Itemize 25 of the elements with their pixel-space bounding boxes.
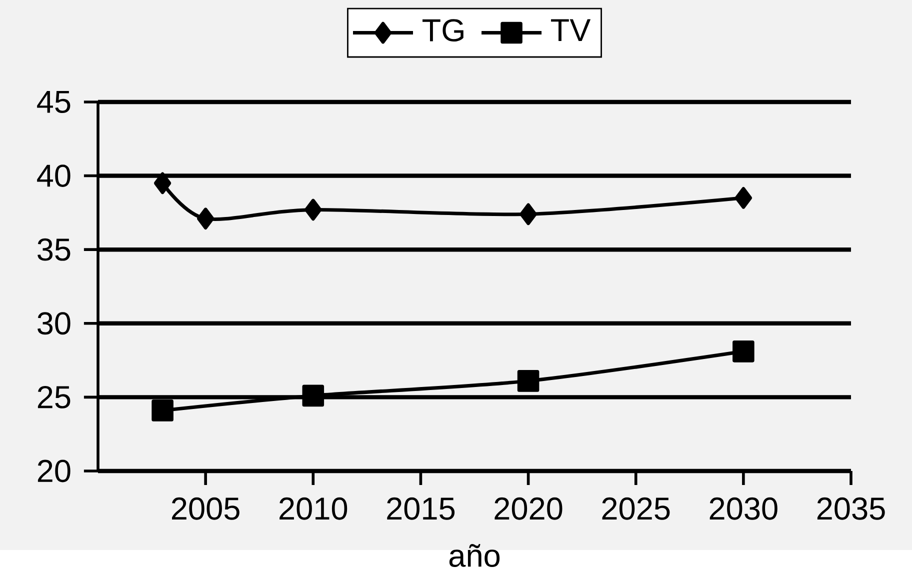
y-tick-label: 45 <box>37 91 70 114</box>
x-axis-title: año <box>449 544 500 568</box>
point <box>154 172 172 194</box>
x-tick-label: 2020 <box>494 498 562 520</box>
x-tick-label: 2015 <box>387 498 455 520</box>
legend-label: TV <box>551 19 591 42</box>
x-tick-label: 2005 <box>172 498 240 520</box>
point <box>520 203 537 226</box>
point <box>304 198 322 221</box>
y-tick-label: 20 <box>38 460 70 482</box>
point <box>732 340 754 362</box>
x-tick-label: 2035 <box>817 498 885 520</box>
y-tick-label: 40 <box>37 164 70 188</box>
point <box>517 370 540 392</box>
point <box>152 400 174 422</box>
point <box>302 384 324 407</box>
x-tick-label: 2025 <box>602 498 670 520</box>
y-tick-label: 30 <box>38 312 70 335</box>
x-tick-label: 2010 <box>280 498 348 520</box>
y-tick-label: 35 <box>38 238 70 261</box>
point <box>734 187 752 209</box>
point <box>196 208 214 230</box>
y-tick-label: 25 <box>38 386 70 409</box>
legend-label: TG <box>422 19 464 42</box>
x-tick-label: 2030 <box>710 498 778 520</box>
